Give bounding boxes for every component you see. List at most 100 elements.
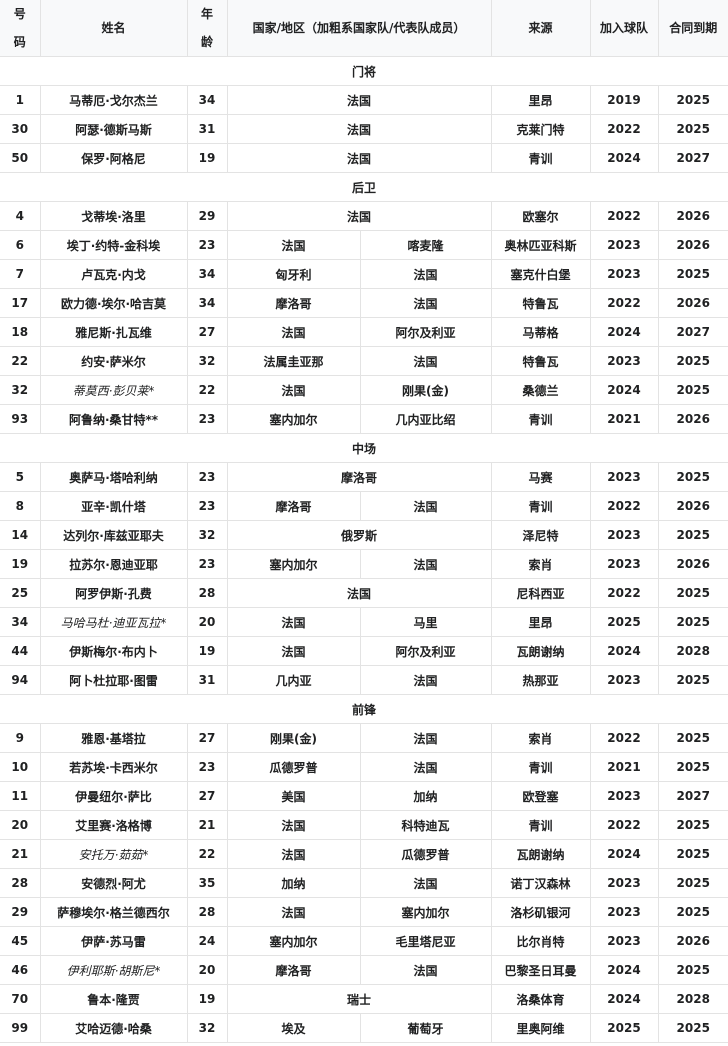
player-name: 卢瓦克·内戈 — [39, 259, 188, 289]
player-contract: 2025 — [657, 114, 728, 144]
player-number: 34 — [0, 607, 41, 637]
header-from: 来源 — [490, 0, 591, 57]
player-nation-primary: 塞内加尔 — [226, 404, 361, 434]
section-row: 前锋 — [0, 694, 728, 724]
player-contract: 2026 — [657, 404, 728, 434]
player-from: 索肖 — [490, 549, 591, 579]
player-name: 欧力德·埃尔·哈吉莫 — [39, 288, 188, 318]
player-name: 埃丁·约特-金科埃 — [39, 230, 188, 260]
player-row: 19 拉苏尔·恩迪亚耶 23 塞内加尔 法国 索肖 2023 2026 — [0, 549, 728, 579]
player-joined: 2022 — [589, 723, 659, 753]
player-nation-secondary: 法国 — [359, 955, 492, 985]
player-row: 94 阿卜杜拉耶·图雷 31 几内亚 法国 热那亚 2023 2025 — [0, 665, 728, 695]
player-nation-secondary: 法国 — [359, 723, 492, 753]
player-nation: 法国 — [226, 201, 492, 231]
player-joined: 2024 — [589, 143, 659, 173]
player-joined: 2021 — [589, 404, 659, 434]
player-nation-secondary: 法国 — [359, 346, 492, 376]
player-contract: 2028 — [657, 984, 728, 1014]
player-name: 马蒂厄·戈尔杰兰 — [39, 85, 188, 115]
player-joined: 2023 — [589, 549, 659, 579]
player-nation-secondary: 刚果(金) — [359, 375, 492, 405]
player-number: 7 — [0, 259, 41, 289]
player-nation: 摩洛哥 — [226, 462, 492, 492]
player-contract: 2026 — [657, 491, 728, 521]
player-number: 28 — [0, 868, 41, 898]
player-nation-primary: 法国 — [226, 375, 361, 405]
player-number: 44 — [0, 636, 41, 666]
player-nation-secondary: 塞内加尔 — [359, 897, 492, 927]
player-contract: 2026 — [657, 926, 728, 956]
player-number: 10 — [0, 752, 41, 782]
player-from: 桑德兰 — [490, 375, 591, 405]
player-age: 22 — [186, 375, 228, 405]
player-contract: 2025 — [657, 955, 728, 985]
player-age: 23 — [186, 549, 228, 579]
player-row: 93 阿鲁纳·桑甘特** 23 塞内加尔 几内亚比绍 青训 2021 2026 — [0, 404, 728, 434]
player-name: 雅尼斯·扎瓦维 — [39, 317, 188, 347]
player-name: 拉苏尔·恩迪亚耶 — [39, 549, 188, 579]
player-joined: 2022 — [589, 201, 659, 231]
player-from: 奥林匹亚科斯 — [490, 230, 591, 260]
player-nation-secondary: 法国 — [359, 259, 492, 289]
player-number: 45 — [0, 926, 41, 956]
player-age: 23 — [186, 752, 228, 782]
player-name: 艾里赛·洛格博 — [39, 810, 188, 840]
player-age: 34 — [186, 288, 228, 318]
player-from: 洛桑体育 — [490, 984, 591, 1014]
player-row: 25 阿罗伊斯·孔费 28 法国 尼科西亚 2022 2025 — [0, 578, 728, 608]
section-title: 后卫 — [0, 172, 728, 202]
player-row: 99 艾哈迈德·哈桑 32 埃及 葡萄牙 里奥阿维 2025 2025 — [0, 1013, 728, 1043]
player-nation-secondary: 法国 — [359, 549, 492, 579]
player-from: 欧登塞 — [490, 781, 591, 811]
player-nation-primary: 美国 — [226, 781, 361, 811]
player-joined: 2023 — [589, 462, 659, 492]
player-from: 比尔肖特 — [490, 926, 591, 956]
player-nation-primary: 塞内加尔 — [226, 926, 361, 956]
section-row: 门将 — [0, 56, 728, 86]
player-from: 索肖 — [490, 723, 591, 753]
section-title: 中场 — [0, 433, 728, 463]
header-age: 年 龄 — [186, 0, 228, 57]
player-age: 22 — [186, 839, 228, 869]
player-row: 29 萨穆埃尔·格兰德西尔 28 法国 塞内加尔 洛杉矶银河 2023 2025 — [0, 897, 728, 927]
player-row: 44 伊斯梅尔·布内卜 19 法国 阿尔及利亚 瓦朗谢纳 2024 2028 — [0, 636, 728, 666]
player-from: 瓦朗谢纳 — [490, 636, 591, 666]
player-nation-primary: 法国 — [226, 810, 361, 840]
player-name: 安托万·茹茹* — [39, 839, 188, 869]
player-name: 萨穆埃尔·格兰德西尔 — [39, 897, 188, 927]
player-number: 30 — [0, 114, 41, 144]
player-row: 6 埃丁·约特-金科埃 23 法国 喀麦隆 奥林匹亚科斯 2023 2026 — [0, 230, 728, 260]
player-row: 22 约安·萨米尔 32 法属圭亚那 法国 特鲁瓦 2023 2025 — [0, 346, 728, 376]
player-name: 伊曼纽尔·萨比 — [39, 781, 188, 811]
player-contract: 2025 — [657, 723, 728, 753]
player-row: 5 奥萨马·塔哈利纳 23 摩洛哥 马赛 2023 2025 — [0, 462, 728, 492]
player-age: 34 — [186, 85, 228, 115]
player-number: 46 — [0, 955, 41, 985]
player-row: 34 马哈马杜·迪亚瓦拉* 20 法国 马里 里昂 2025 2025 — [0, 607, 728, 637]
player-joined: 2024 — [589, 636, 659, 666]
player-number: 1 — [0, 85, 41, 115]
player-nation-secondary: 喀麦隆 — [359, 230, 492, 260]
player-age: 28 — [186, 578, 228, 608]
player-nation-primary: 埃及 — [226, 1013, 361, 1043]
player-number: 70 — [0, 984, 41, 1014]
player-contract: 2025 — [657, 607, 728, 637]
player-nation-secondary: 科特迪瓦 — [359, 810, 492, 840]
player-number: 11 — [0, 781, 41, 811]
player-number: 9 — [0, 723, 41, 753]
player-age: 28 — [186, 897, 228, 927]
player-row: 11 伊曼纽尔·萨比 27 美国 加纳 欧登塞 2023 2027 — [0, 781, 728, 811]
header-name: 姓名 — [39, 0, 188, 57]
player-age: 23 — [186, 491, 228, 521]
player-row: 7 卢瓦克·内戈 34 匈牙利 法国 塞克什白堡 2023 2025 — [0, 259, 728, 289]
player-nation-secondary: 葡萄牙 — [359, 1013, 492, 1043]
player-nation-primary: 法国 — [226, 317, 361, 347]
player-from: 洛杉矶银河 — [490, 897, 591, 927]
player-age: 19 — [186, 143, 228, 173]
player-nation-primary: 法国 — [226, 897, 361, 927]
player-nation-secondary: 法国 — [359, 752, 492, 782]
player-age: 20 — [186, 955, 228, 985]
player-contract: 2025 — [657, 462, 728, 492]
